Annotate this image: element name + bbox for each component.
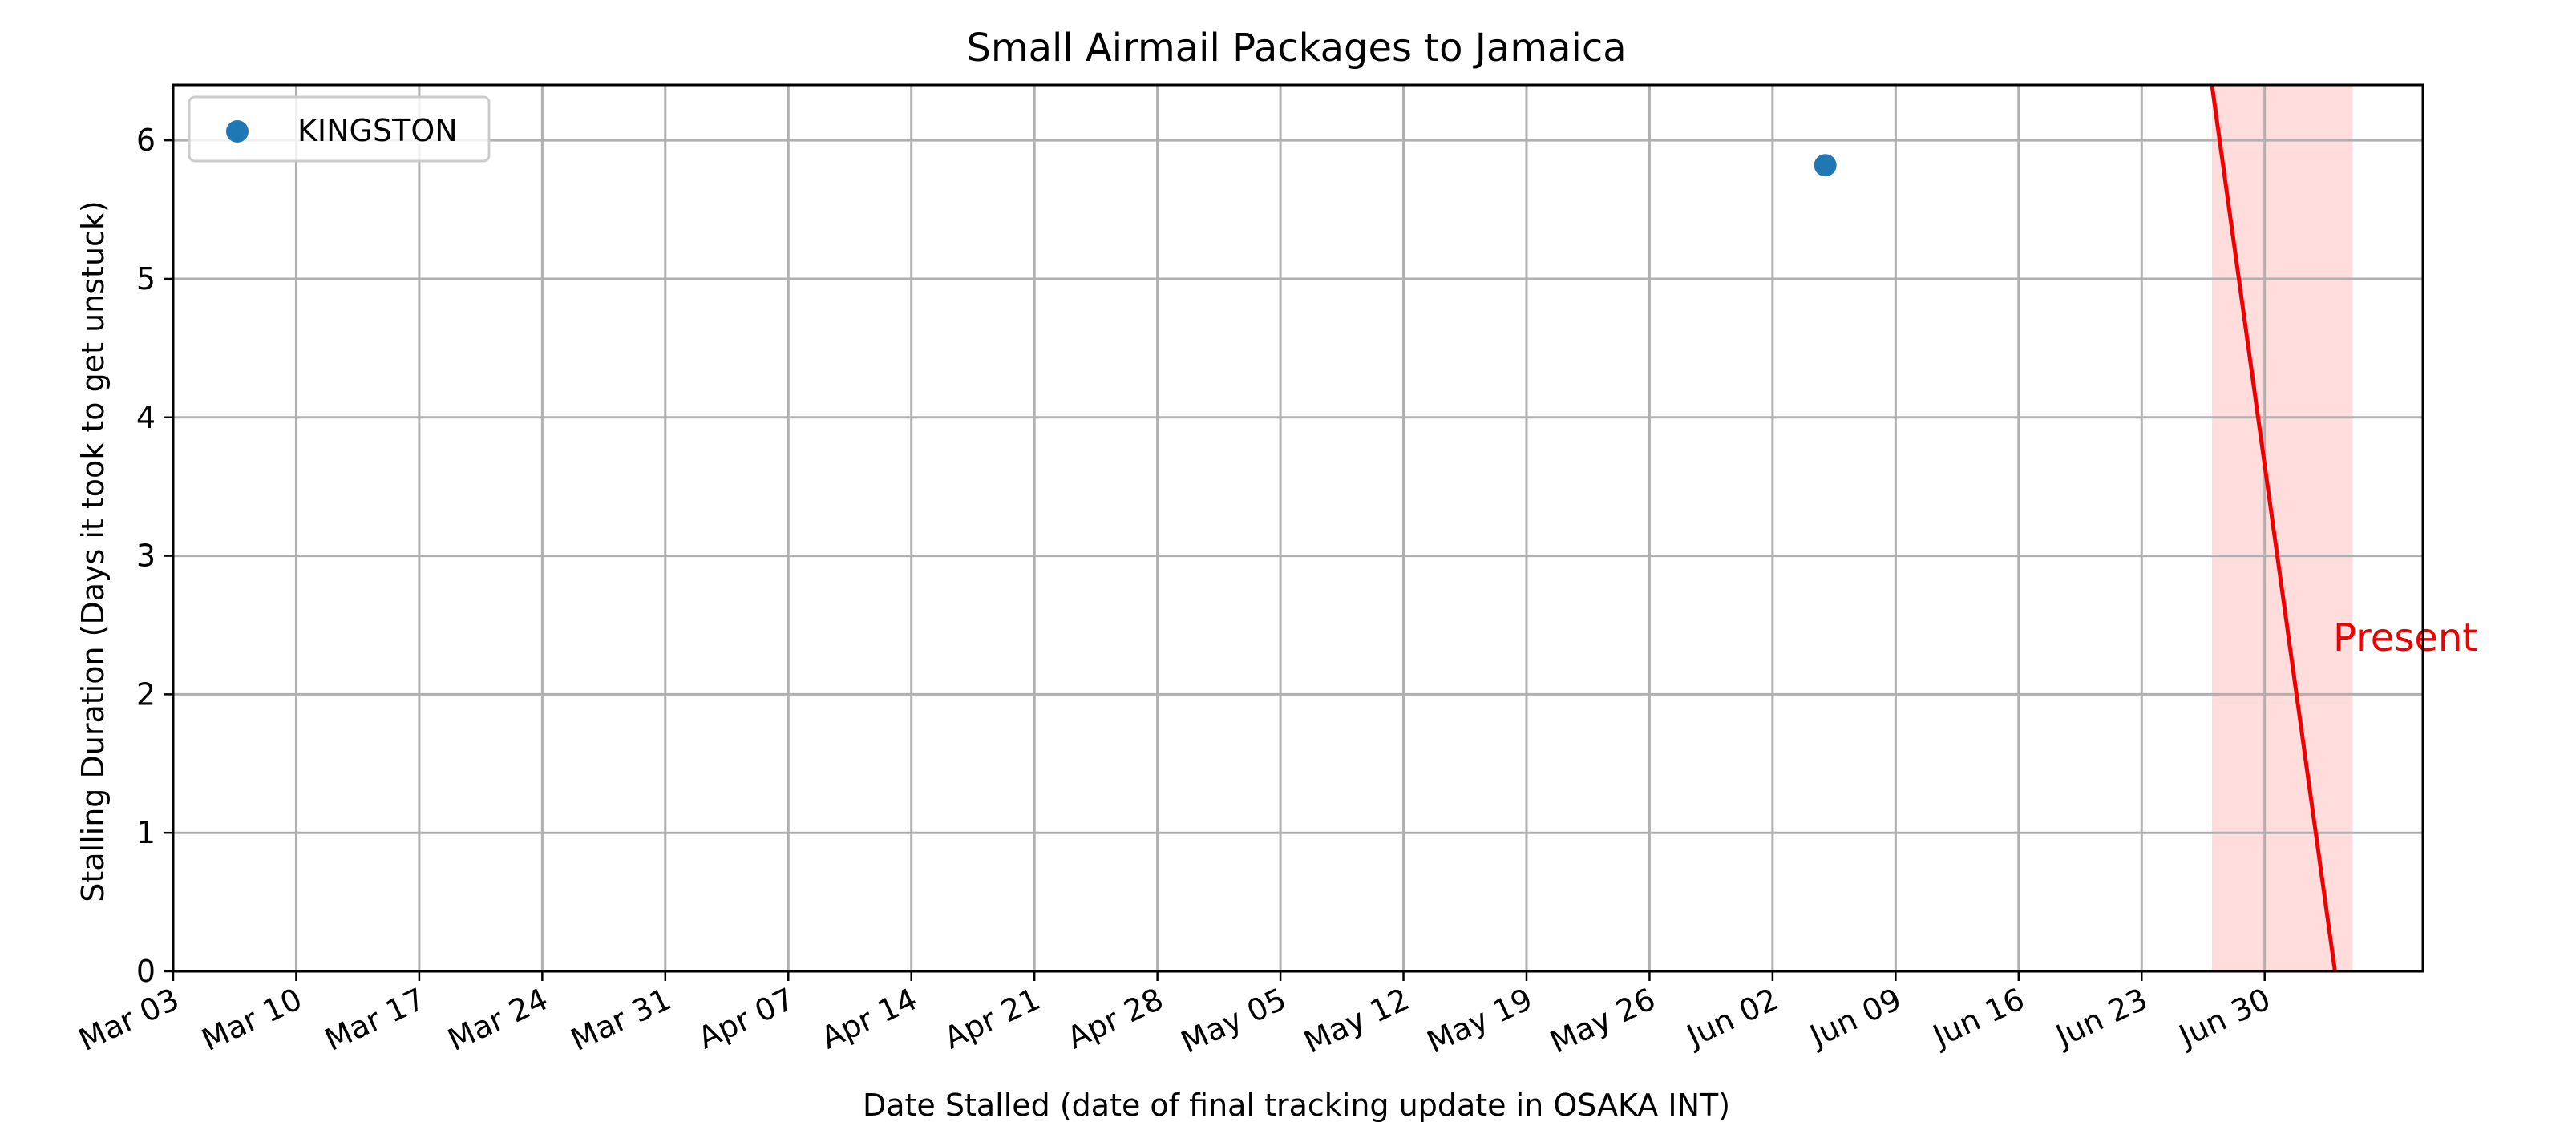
legend-label-kingston: KINGSTON: [297, 113, 458, 148]
legend: KINGSTON: [188, 95, 491, 163]
y-tick-label: 4: [136, 400, 156, 435]
y-axis-label: Stalling Duration (Days it took to get u…: [75, 200, 111, 902]
y-tick-label: 1: [136, 815, 156, 850]
y-tick-label: 6: [136, 123, 156, 158]
chart-title: Small Airmail Packages to Jamaica: [966, 26, 1626, 71]
y-tick-label: 2: [136, 676, 156, 712]
x-axis-label: Date Stalled (date of final tracking upd…: [863, 1087, 1730, 1123]
y-tick-label: 5: [136, 261, 156, 297]
present-line: [2210, 85, 2337, 971]
present-label: Present: [2333, 615, 2477, 660]
y-tick-label: 0: [136, 954, 156, 989]
plot-area: Mar 03 Mar 10 Mar 17 Mar 24 Mar 31 Apr 07 Apr …: [73, 83, 2477, 1060]
legend-marker-kingston: [226, 120, 249, 143]
axes-frame: [172, 83, 2424, 973]
legend-box: [188, 95, 491, 163]
data-point-kingston: [1814, 154, 1837, 177]
y-tick-label: 3: [136, 539, 156, 574]
present-shade: [2211, 85, 2353, 971]
plot-background: [173, 85, 2423, 971]
